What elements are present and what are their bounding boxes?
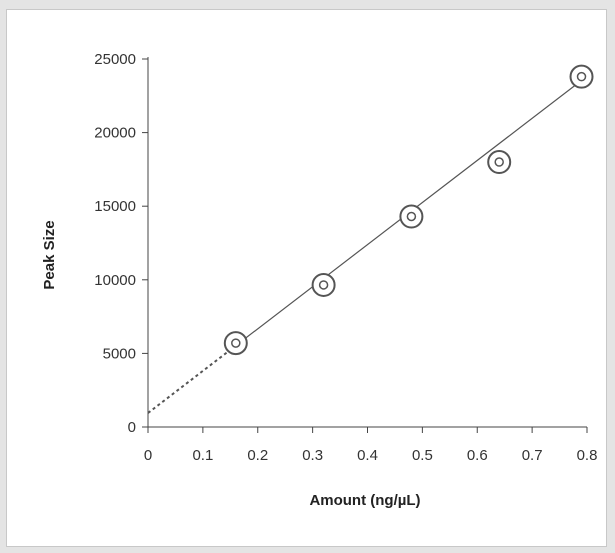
data-points [223, 64, 594, 356]
data-point-inner-ring [406, 211, 417, 222]
data-point-outer-ring [487, 150, 512, 175]
data-point-inner-ring [318, 280, 329, 290]
y-tick-label: 5000 [103, 345, 136, 362]
x-tick-label: 0.2 [247, 447, 268, 464]
fit-line-extrapolated [147, 344, 237, 414]
data-point-outer-ring [223, 331, 248, 356]
y-tick-label: 20000 [94, 125, 136, 142]
y-tick-label: 25000 [94, 51, 136, 68]
chart-frame [6, 9, 607, 547]
x-tick-label: 0.5 [412, 447, 433, 464]
data-point-inner-ring [494, 157, 504, 167]
axes: 0 0.1 0.2 0.3 0.4 0.5 0.6 0.7 0.8 0 5000 10000 15000… [94, 51, 597, 464]
data-point [569, 64, 594, 89]
y-tick-label: 10000 [94, 272, 136, 289]
data-point-inner-ring [231, 338, 241, 348]
y-tick-label: 15000 [94, 198, 136, 215]
x-tick-label: 0.4 [357, 447, 378, 464]
data-point-outer-ring [311, 272, 336, 297]
y-tick-label: 0 [128, 419, 136, 436]
x-tick-label: 0 [144, 447, 152, 464]
x-tick-label: 0.3 [302, 447, 323, 464]
x-axis-title: Amount (ng/µL) [309, 492, 420, 509]
x-tick-label: 0.1 [192, 447, 213, 464]
data-point-outer-ring [399, 204, 424, 229]
data-point [311, 272, 336, 297]
fit-line-group [147, 75, 588, 414]
data-point [399, 204, 424, 229]
x-tick-label: 0.8 [577, 447, 598, 464]
data-point-inner-ring [576, 71, 587, 82]
y-axis-title: Peak Size [41, 220, 58, 289]
x-tick-label: 0.7 [522, 447, 543, 464]
x-tick-label: 0.6 [467, 447, 488, 464]
data-point [223, 331, 248, 356]
data-point [487, 150, 512, 175]
data-point-outer-ring [569, 64, 594, 89]
